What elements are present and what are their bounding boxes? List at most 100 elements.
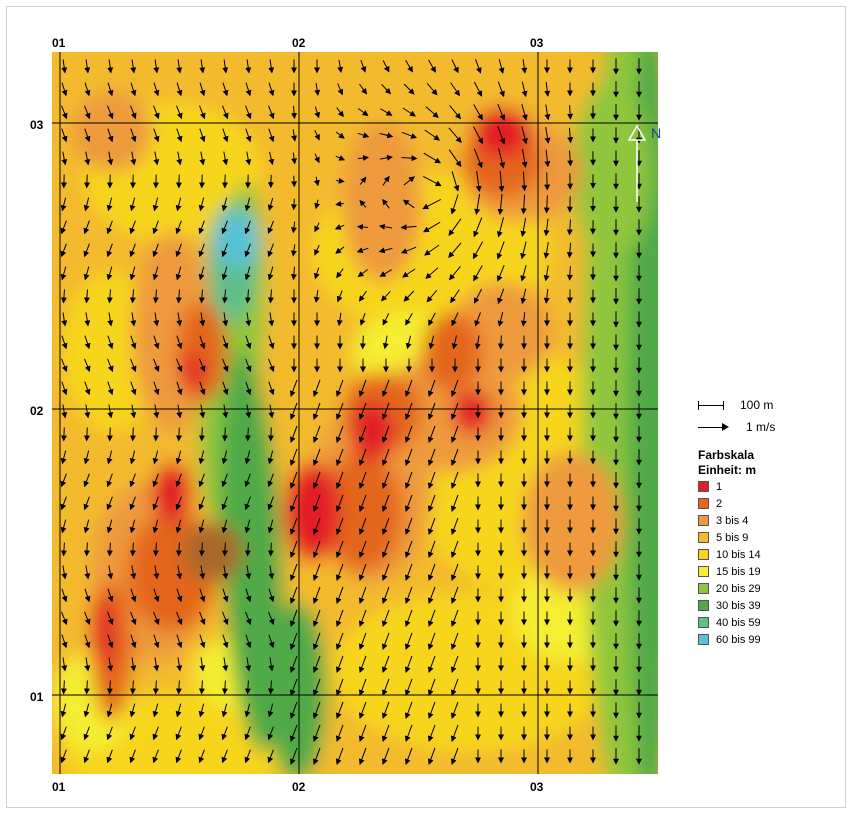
- wind-vector: [289, 471, 298, 490]
- wind-vector: [267, 243, 274, 258]
- wind-vector: [83, 289, 90, 304]
- wind-vector: [84, 335, 91, 350]
- wind-vector: [543, 242, 550, 259]
- wind-vector: [401, 155, 418, 162]
- wind-vector: [335, 540, 344, 559]
- wind-vector: [84, 358, 91, 373]
- wind-vector: [381, 586, 390, 605]
- wind-vector: [130, 657, 137, 672]
- wind-vector: [175, 220, 182, 235]
- wind-vector: [129, 680, 136, 695]
- wind-vector: [130, 358, 137, 373]
- wind-vector: [382, 335, 389, 350]
- wind-vector: [244, 542, 251, 557]
- wind-vector: [312, 632, 321, 651]
- wind-field-map: N: [52, 52, 661, 774]
- wind-vector: [314, 244, 320, 256]
- wind-vector: [336, 290, 343, 303]
- legend-title: Farbskala Einheit: m: [698, 448, 838, 478]
- wind-vector: [221, 496, 228, 511]
- wind-vector: [60, 726, 67, 741]
- wind-vector: [337, 83, 344, 96]
- wind-vector: [267, 289, 274, 304]
- wind-vector: [60, 542, 67, 557]
- wind-vector: [450, 540, 459, 559]
- wind-vector: [198, 703, 205, 718]
- wind-vector: [497, 103, 506, 121]
- wind-vector: [427, 540, 436, 559]
- grid-label-bottom-01: 01: [52, 780, 66, 794]
- wind-vector: [267, 496, 274, 511]
- wind-vector: [544, 104, 551, 121]
- wind-vector: [84, 82, 91, 97]
- wind-vector: [382, 198, 390, 209]
- wind-vector: [129, 749, 136, 764]
- wind-vector: [566, 242, 573, 259]
- legend-label: 40 bis 59: [716, 616, 761, 629]
- wind-vector: [473, 288, 483, 304]
- wind-vector: [312, 379, 321, 398]
- wind-vector: [61, 128, 68, 143]
- wind-vector: [199, 105, 206, 120]
- wind-vector: [289, 609, 298, 628]
- wind-vector: [107, 381, 114, 396]
- wind-vector: [498, 148, 506, 169]
- wind-vector: [222, 634, 229, 649]
- legend-swatch: [698, 634, 709, 645]
- wind-vector: [544, 82, 551, 97]
- wind-vector: [543, 289, 550, 304]
- wind-vector: [335, 655, 344, 674]
- wind-vector: [176, 312, 183, 327]
- wind-vector: [221, 703, 228, 718]
- wind-vector: [130, 565, 137, 580]
- wind-vector: [268, 404, 275, 419]
- wind-vector: [449, 105, 462, 120]
- wind-vector: [83, 542, 90, 557]
- wind-vector: [448, 149, 462, 168]
- wind-vector: [107, 588, 114, 603]
- wind-vector: [198, 542, 205, 557]
- wind-vector: [404, 563, 413, 582]
- wind-vector: [175, 197, 182, 212]
- wind-vector: [83, 450, 90, 465]
- wind-vector: [379, 269, 392, 277]
- wind-vector: [107, 312, 114, 327]
- wind-vector: [448, 218, 462, 237]
- wind-vector: [60, 197, 67, 212]
- wind-vector: [404, 471, 413, 490]
- wind-vector: [176, 105, 183, 120]
- wind-vector: [358, 448, 367, 467]
- wind-vector: [244, 220, 251, 235]
- wind-vector: [106, 427, 113, 442]
- wind-vector: [107, 151, 114, 166]
- wind-vector: [450, 471, 459, 490]
- wind-vector: [289, 747, 298, 766]
- wind-vector: [221, 220, 228, 235]
- legend-item: 3 bis 4: [698, 512, 838, 529]
- wind-vector: [129, 703, 136, 718]
- wind-vector: [314, 82, 321, 96]
- wind-vector: [314, 153, 320, 164]
- legend-item: 15 bis 19: [698, 563, 838, 580]
- wind-vector: [83, 703, 90, 718]
- wind-vector: [130, 634, 137, 649]
- distance-scale-label: 100 m: [740, 398, 774, 412]
- wind-vector: [448, 266, 461, 281]
- wind-vector: [335, 379, 344, 398]
- wind-vector: [358, 586, 367, 605]
- wind-vector: [129, 289, 136, 304]
- wind-vector: [473, 104, 483, 121]
- wind-vector: [107, 657, 114, 672]
- wind-vector: [521, 148, 528, 168]
- wind-vector: [358, 494, 367, 513]
- wind-vector: [289, 517, 298, 536]
- wind-vector: [61, 312, 68, 327]
- wind-vector: [474, 193, 481, 215]
- wind-vector: [290, 244, 297, 257]
- wind-vector: [428, 312, 436, 326]
- wind-vector: [268, 128, 275, 143]
- wind-vector: [130, 151, 137, 166]
- wind-vector: [497, 335, 504, 350]
- legend-label: 1: [716, 480, 723, 493]
- wind-vector: [427, 701, 436, 720]
